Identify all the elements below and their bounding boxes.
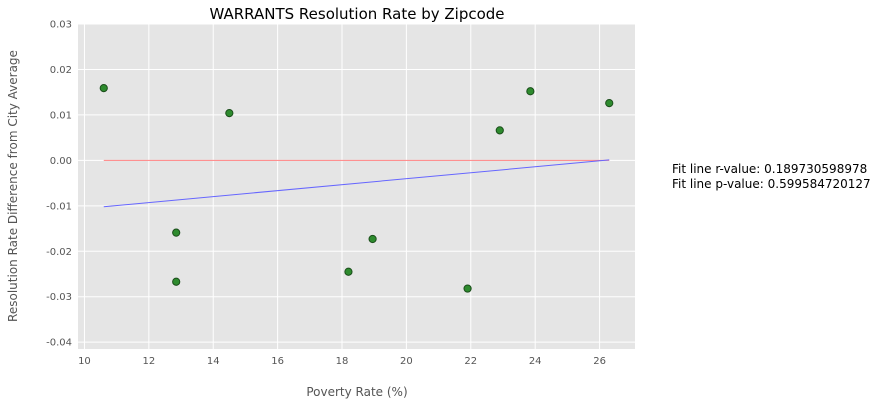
x-tick-label: 18: [336, 356, 349, 367]
fit-line: [103, 159, 610, 208]
x-tick-label: 24: [529, 356, 542, 367]
scatter-point: [99, 83, 108, 93]
y-tick-label: 0.03: [50, 20, 72, 31]
x-tick-label: 16: [271, 356, 284, 367]
x-tick-label: 14: [207, 356, 220, 367]
x-tick-label: 22: [464, 356, 477, 367]
x-axis-ticks: 10 12 14 16 18 20 22 24 26: [78, 356, 606, 367]
y-tick-label: -0.02: [46, 247, 72, 258]
scatter-point: [225, 108, 234, 118]
scatter-point: [172, 277, 181, 286]
x-axis-label: Poverty Rate (%): [306, 385, 407, 399]
y-tick-label: -0.01: [46, 201, 72, 212]
lines: [103, 159, 610, 208]
y-axis-ticks: -0.04 -0.03 -0.02 -0.01 0.00 0.01 0.02 0.03: [46, 20, 72, 349]
x-tick-label: 10: [78, 356, 91, 367]
scatter-point: [344, 267, 353, 276]
plot-area: [78, 24, 635, 349]
scatter-point: [463, 284, 472, 293]
y-tick-label: 0.02: [50, 65, 72, 76]
y-tick-label: 0.01: [50, 110, 72, 121]
scatter-points: [99, 83, 614, 293]
fit-r-value-annotation: Fit line r-value: 0.189730598978: [672, 162, 868, 176]
x-tick-label: 20: [400, 356, 413, 367]
y-tick-label: -0.03: [46, 292, 72, 303]
x-tick-label: 26: [593, 356, 606, 367]
scatter-point: [526, 87, 535, 96]
scatter-point: [368, 234, 377, 244]
scatter-point: [172, 228, 181, 237]
y-axis-label: Resolution Rate Difference from City Ave…: [6, 50, 20, 322]
y-tick-label: 0.00: [50, 156, 72, 167]
scatter-point: [495, 126, 504, 135]
fit-p-value-annotation: Fit line p-value: 0.599584720127: [672, 177, 871, 191]
y-tick-label: -0.04: [46, 338, 72, 349]
chart-title: WARRANTS Resolution Rate by Zipcode: [209, 5, 504, 23]
scatter-point: [605, 98, 614, 108]
x-tick-label: 12: [142, 356, 155, 367]
